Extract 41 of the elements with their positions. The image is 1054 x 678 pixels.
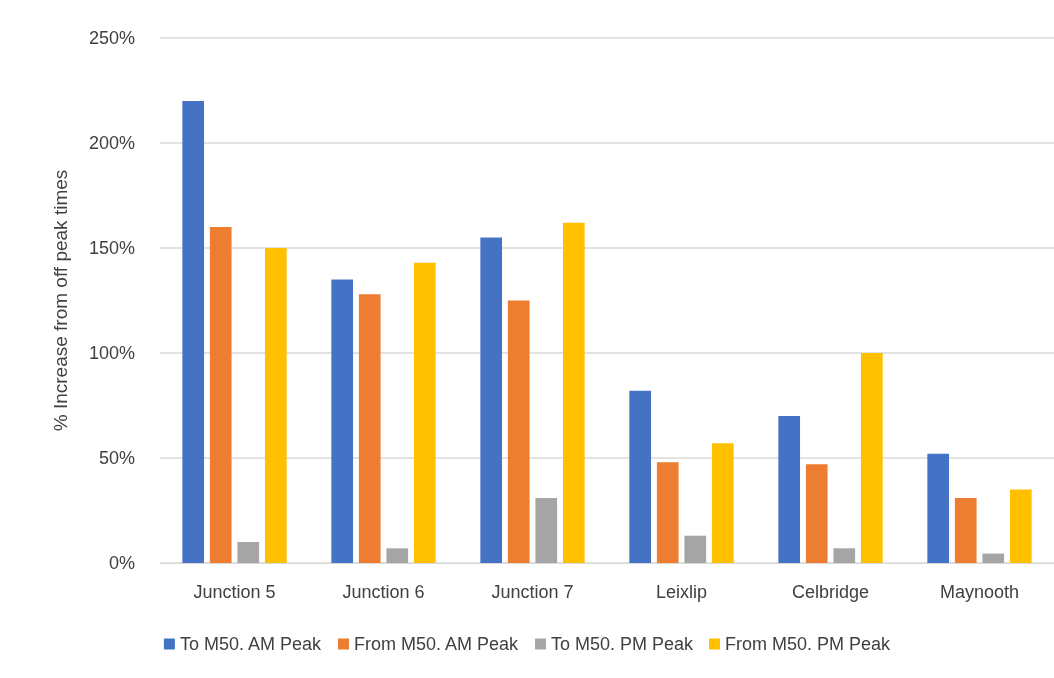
bar [413, 262, 436, 563]
bar [535, 497, 558, 563]
y-tick-label: 50% [98, 448, 135, 468]
bar [860, 353, 883, 563]
bar [1009, 489, 1032, 563]
y-tick-label: 200% [88, 133, 135, 153]
bar [331, 279, 354, 563]
x-tick-label: Junction 5 [193, 582, 276, 602]
bar [656, 462, 679, 563]
x-tick-label: Celbridge [791, 582, 870, 602]
x-tick-label: Junction 7 [491, 582, 574, 602]
x-tick-label: Maynooth [939, 582, 1020, 602]
x-tick-label: Leixlip [655, 582, 708, 602]
y-tick-label: 150% [88, 238, 135, 258]
bar [711, 443, 734, 563]
bar [237, 542, 260, 563]
bar [209, 227, 232, 563]
bar [927, 453, 950, 563]
y-axis-title: % Increase from off peak times [50, 169, 71, 432]
bar [982, 553, 1005, 563]
bar [954, 497, 977, 563]
y-tick-label: 100% [88, 343, 135, 363]
y-tick-label: 0% [108, 553, 135, 573]
x-tick-label: Junction 6 [342, 582, 425, 602]
bar [805, 464, 828, 563]
bar [833, 548, 856, 563]
bar [386, 548, 409, 563]
legend-label: To M50. PM Peak [551, 634, 695, 654]
bar [629, 390, 652, 563]
bar [480, 237, 503, 563]
bar [684, 535, 707, 563]
legend-label: From M50. PM Peak [725, 634, 892, 654]
bar [182, 101, 205, 563]
bar [358, 294, 381, 563]
bar [562, 222, 585, 563]
legend-label: To M50. AM Peak [179, 634, 322, 654]
bar [507, 300, 530, 563]
bar [264, 248, 287, 563]
legend-label: From M50. AM Peak [353, 634, 520, 654]
y-tick-label: 250% [88, 28, 135, 48]
bar [778, 416, 801, 563]
